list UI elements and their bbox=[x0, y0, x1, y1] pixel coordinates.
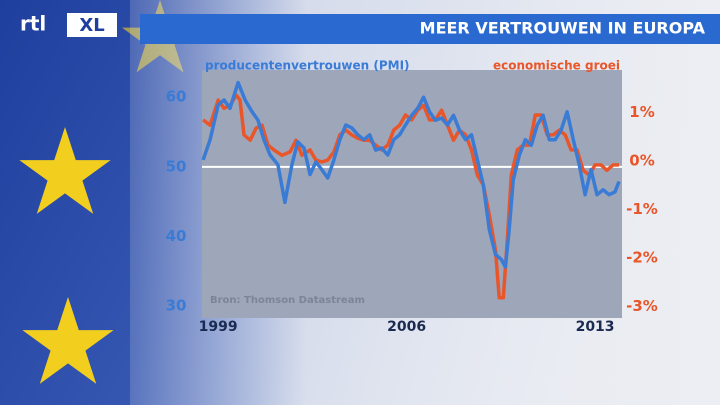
y-tick-label: 60 bbox=[166, 88, 187, 106]
y2-tick-label: -1% bbox=[626, 200, 658, 218]
x-tick-label: 2006 bbox=[387, 319, 426, 335]
x-tick-label: 1999 bbox=[199, 319, 238, 335]
chart-title: MEER VERTROUWEN IN EUROPA bbox=[420, 19, 706, 38]
title-bar bbox=[140, 14, 720, 44]
legend-entry: producentenvertrouwen (PMI) bbox=[205, 59, 410, 73]
plot-area bbox=[202, 70, 622, 318]
source: Bron: Thomson Datastream bbox=[210, 295, 365, 306]
y2-tick-label: -3% bbox=[626, 297, 658, 315]
y-tick-label: 50 bbox=[166, 157, 187, 175]
y-tick-label: 30 bbox=[166, 297, 187, 315]
logo: rtl bbox=[20, 12, 46, 36]
x-tick-label: 2013 bbox=[576, 319, 615, 335]
y2-tick-label: 0% bbox=[629, 152, 654, 170]
y2-tick-label: -2% bbox=[626, 248, 658, 266]
legend-entry: economische groei bbox=[493, 59, 620, 73]
logo-box bbox=[67, 13, 117, 37]
y2-tick-label: 1% bbox=[629, 103, 654, 121]
series-line bbox=[201, 80, 621, 269]
y-tick-label: 40 bbox=[166, 227, 187, 245]
logo-box-text: XL bbox=[79, 15, 104, 36]
